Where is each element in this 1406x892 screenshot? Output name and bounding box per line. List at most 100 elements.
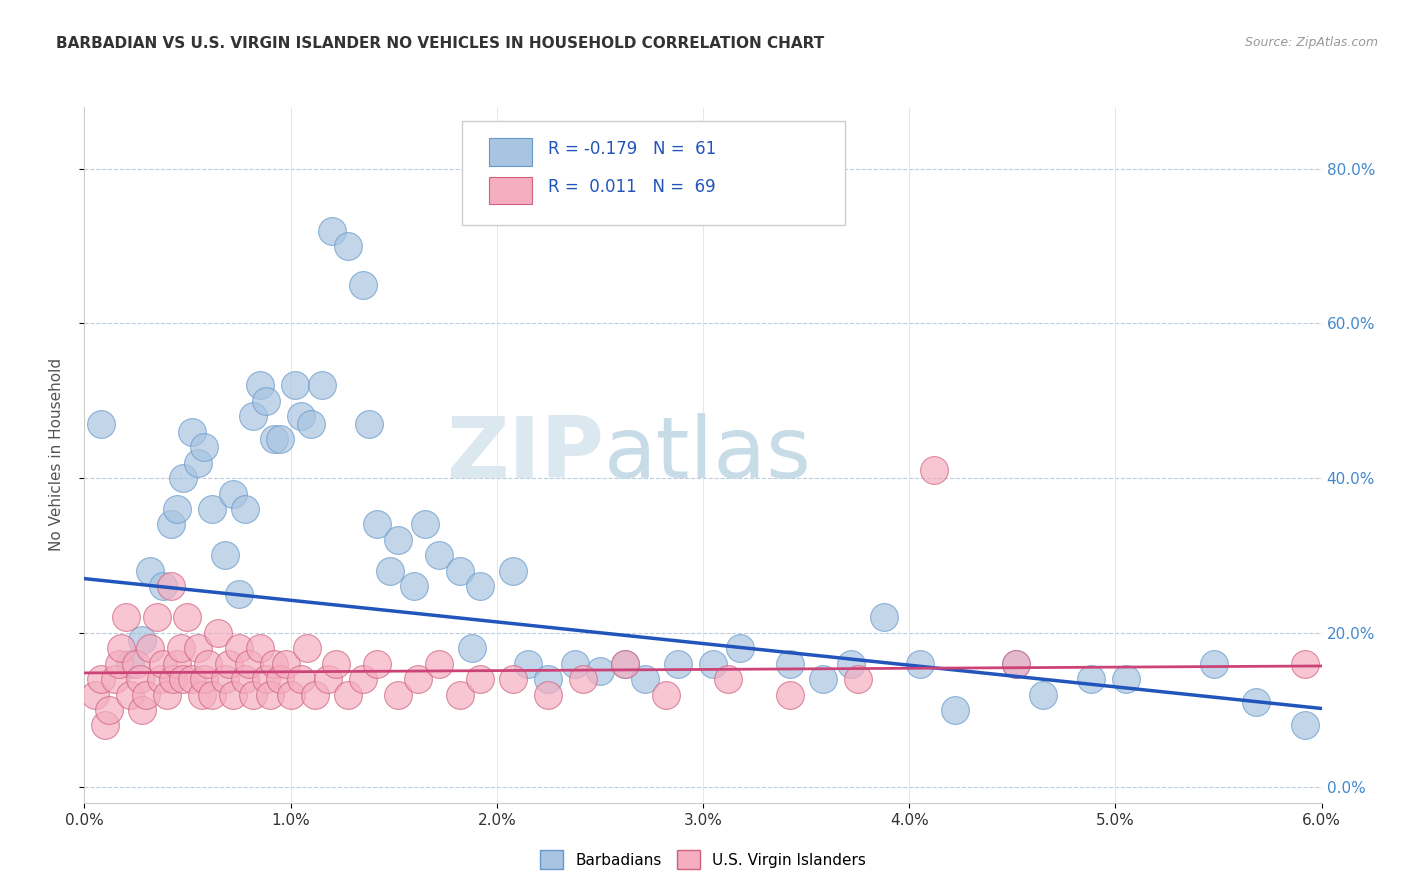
Point: [170, 641, 193, 656]
Point: [1115, 672, 1137, 686]
Point: [366, 517, 388, 532]
Point: [666, 657, 689, 671]
Point: [564, 657, 586, 671]
Point: [589, 665, 612, 679]
Point: [1032, 688, 1054, 702]
Point: [83, 688, 105, 702]
Point: [276, 657, 298, 671]
Point: [222, 688, 245, 702]
Text: R =  0.011   N =  69: R = 0.011 N = 69: [548, 178, 716, 196]
Point: [873, 610, 896, 624]
Point: [222, 486, 245, 500]
Point: [357, 417, 380, 431]
Point: [263, 657, 285, 671]
Point: [118, 657, 141, 671]
Point: [90, 417, 112, 431]
Point: [1204, 657, 1226, 671]
Point: [516, 657, 538, 671]
Point: [299, 417, 322, 431]
Point: [152, 579, 174, 593]
Legend: Barbadians, U.S. Virgin Islanders: Barbadians, U.S. Virgin Islanders: [534, 845, 872, 875]
Point: [470, 579, 492, 593]
Point: [269, 672, 291, 686]
Point: [156, 688, 179, 702]
Text: atlas: atlas: [605, 413, 813, 497]
Point: [145, 610, 167, 624]
Point: [572, 672, 595, 686]
Point: [172, 672, 194, 686]
Point: [908, 657, 931, 671]
Point: [125, 657, 148, 671]
Point: [180, 672, 202, 686]
Point: [413, 517, 436, 532]
Point: [193, 672, 215, 686]
Point: [218, 657, 240, 671]
Point: [131, 703, 153, 717]
FancyBboxPatch shape: [489, 177, 533, 204]
Point: [387, 688, 409, 702]
Point: [269, 433, 291, 447]
Point: [470, 672, 492, 686]
Point: [841, 657, 863, 671]
Point: [352, 672, 374, 686]
Point: [404, 579, 426, 593]
Point: [214, 549, 236, 563]
Point: [129, 672, 152, 686]
Point: [201, 502, 224, 516]
Point: [166, 502, 188, 516]
Point: [197, 657, 219, 671]
Point: [337, 688, 360, 702]
Point: [108, 657, 131, 671]
Point: [259, 688, 281, 702]
Point: [321, 224, 343, 238]
Point: [249, 378, 271, 392]
Point: [114, 610, 136, 624]
Point: [811, 672, 834, 686]
Point: [717, 672, 740, 686]
Point: [233, 672, 256, 686]
Point: [94, 718, 117, 732]
Point: [634, 672, 657, 686]
Point: [118, 688, 141, 702]
Point: [180, 425, 202, 439]
Point: [613, 657, 636, 671]
Point: [1294, 657, 1316, 671]
Point: [131, 633, 153, 648]
Point: [779, 688, 801, 702]
Point: [337, 239, 360, 253]
Point: [187, 641, 209, 656]
Point: [187, 456, 209, 470]
Point: [537, 688, 560, 702]
Point: [207, 625, 229, 640]
Point: [427, 549, 450, 563]
Point: [135, 688, 157, 702]
Point: [201, 688, 224, 702]
Point: [502, 564, 524, 578]
Point: [461, 641, 484, 656]
Point: [922, 463, 945, 477]
Point: [325, 657, 347, 671]
Point: [427, 657, 450, 671]
Point: [449, 564, 471, 578]
Point: [90, 672, 112, 686]
Point: [139, 564, 162, 578]
Point: [172, 471, 194, 485]
Point: [1005, 657, 1028, 671]
Point: [166, 657, 188, 671]
Point: [449, 688, 471, 702]
Point: [779, 657, 801, 671]
Point: [249, 641, 271, 656]
Point: [290, 672, 312, 686]
Text: BARBADIAN VS U.S. VIRGIN ISLANDER NO VEHICLES IN HOUSEHOLD CORRELATION CHART: BARBADIAN VS U.S. VIRGIN ISLANDER NO VEH…: [56, 36, 824, 51]
Point: [228, 641, 250, 656]
Point: [149, 672, 172, 686]
Text: R = -0.179   N =  61: R = -0.179 N = 61: [548, 140, 717, 158]
Point: [176, 610, 198, 624]
Point: [943, 703, 966, 717]
Point: [214, 672, 236, 686]
Point: [228, 587, 250, 601]
Point: [1244, 695, 1267, 709]
Text: Source: ZipAtlas.com: Source: ZipAtlas.com: [1244, 36, 1378, 49]
Point: [304, 688, 326, 702]
Point: [254, 672, 277, 686]
